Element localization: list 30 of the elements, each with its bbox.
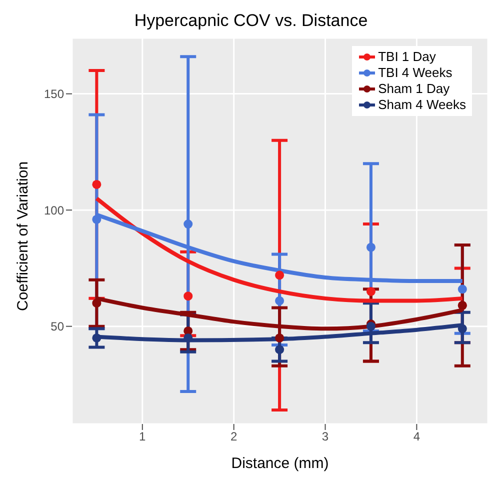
line-series bbox=[94, 196, 464, 303]
point bbox=[458, 324, 467, 334]
x-tick-label: 1 bbox=[139, 430, 146, 444]
point bbox=[275, 270, 284, 280]
legend-label: TBI 4 Weeks bbox=[378, 65, 452, 81]
y-axis-title: Coefficient of Variation bbox=[14, 161, 32, 311]
chart-title: Hypercapnic COV vs. Distance bbox=[133, 10, 369, 32]
point bbox=[275, 345, 284, 354]
x-tick-label: 2 bbox=[230, 430, 238, 444]
point bbox=[275, 333, 284, 342]
y-tick-label: 100 bbox=[44, 203, 64, 218]
point bbox=[92, 298, 102, 308]
point bbox=[366, 286, 376, 296]
y-tick-label: 150 bbox=[44, 87, 64, 102]
point bbox=[184, 333, 193, 342]
point bbox=[184, 220, 193, 229]
point bbox=[92, 214, 102, 224]
point bbox=[184, 292, 193, 301]
point bbox=[458, 284, 467, 294]
point bbox=[92, 180, 102, 189]
x-tick-label: 3 bbox=[322, 430, 329, 444]
point bbox=[92, 333, 102, 342]
x-axis-title: Distance (mm) bbox=[231, 455, 329, 472]
legend-label: Sham 4 Weeks bbox=[378, 97, 466, 113]
point bbox=[366, 242, 376, 252]
point bbox=[275, 296, 284, 306]
x-tick-label: 4 bbox=[413, 430, 420, 444]
legend-label: Sham 1 Day bbox=[378, 81, 450, 97]
legend-label: TBI 1 Day bbox=[378, 49, 436, 65]
y-tick-label: 50 bbox=[50, 320, 64, 334]
